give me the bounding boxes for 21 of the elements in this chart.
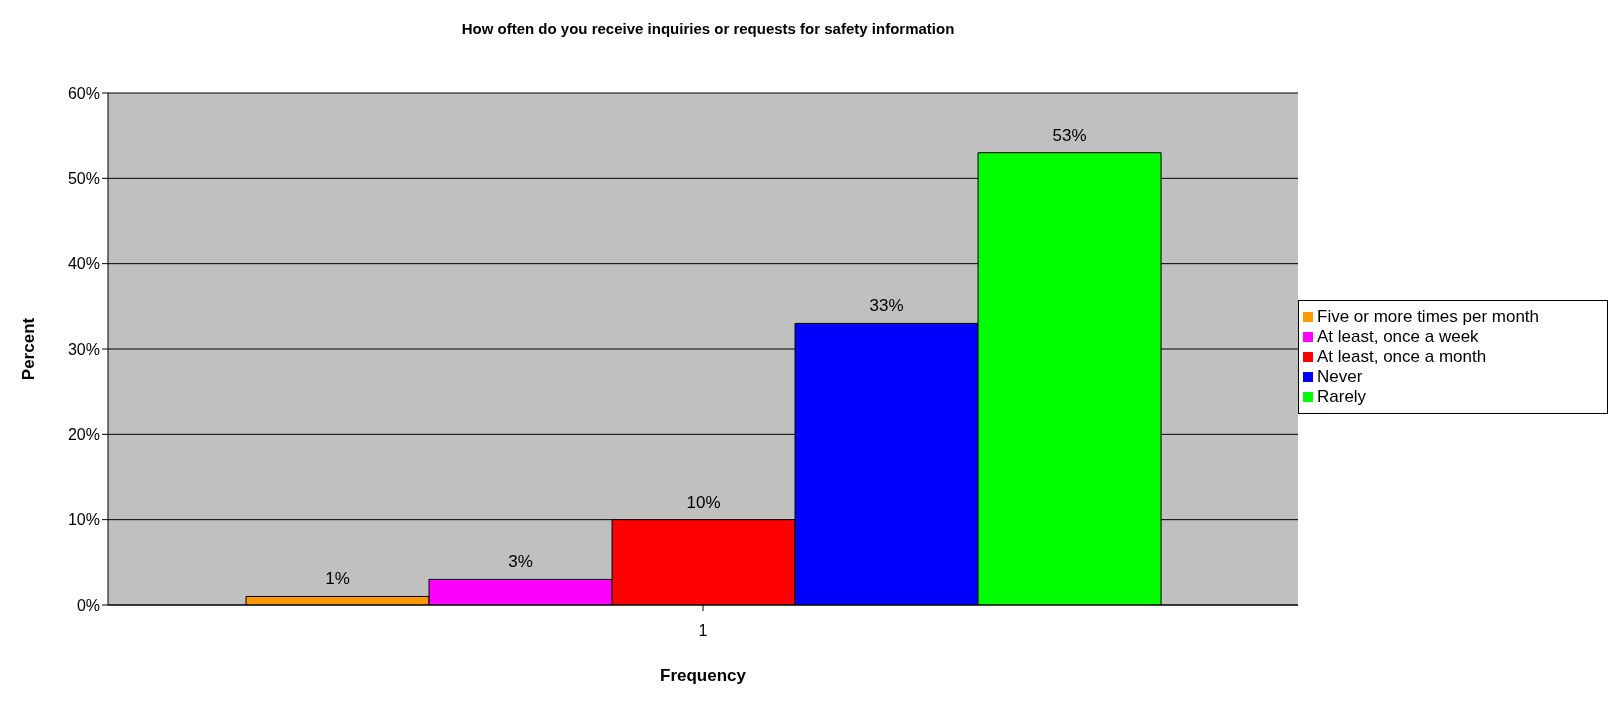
legend-label: Rarely: [1317, 386, 1367, 406]
data-label: 10%: [686, 492, 721, 512]
y-tick-label: 30%: [67, 340, 100, 358]
chart-title: How often do you receive inquiries or requests for safety information: [460, 20, 956, 37]
y-tick-label: 10%: [67, 511, 100, 529]
y-axis-title: Percent: [19, 317, 39, 381]
y-tick-label: 0%: [76, 596, 100, 614]
data-label: 53%: [1052, 125, 1087, 145]
legend-label: At least, once a week: [1317, 326, 1479, 346]
x-axis-title: Frequency: [660, 666, 747, 685]
data-label: 33%: [869, 296, 904, 316]
legend-label: Five or more times per month: [1317, 306, 1540, 326]
legend-label: At least, once a month: [1317, 346, 1487, 366]
data-label: 1%: [325, 569, 350, 589]
legend-label: Never: [1317, 366, 1363, 386]
y-tick-label: 40%: [67, 255, 100, 273]
x-tick-label: 1: [698, 622, 708, 640]
y-tick-label: 60%: [67, 84, 100, 102]
data-label: 3%: [508, 552, 533, 572]
y-tick-label: 20%: [67, 426, 100, 444]
y-tick-label: 50%: [67, 170, 100, 188]
